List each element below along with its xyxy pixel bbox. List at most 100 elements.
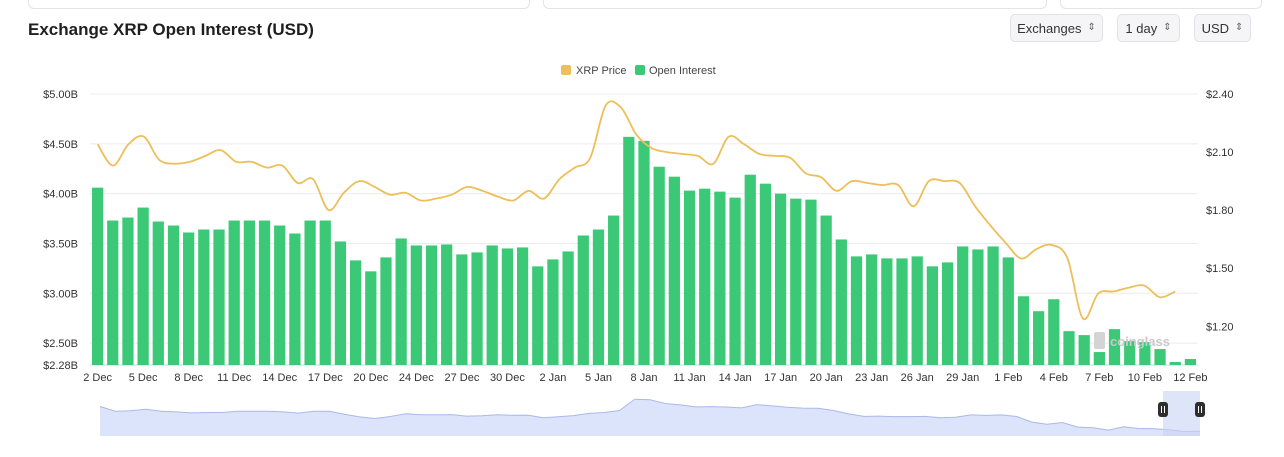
oi-bar[interactable] bbox=[850, 256, 863, 365]
oi-bar[interactable] bbox=[805, 199, 817, 365]
oi-bar[interactable] bbox=[820, 215, 832, 365]
legend-swatch-price bbox=[561, 65, 571, 75]
oi-bar[interactable] bbox=[456, 254, 468, 365]
oi-bar[interactable] bbox=[866, 254, 878, 365]
oi-bar[interactable] bbox=[562, 251, 574, 365]
oi-bar[interactable] bbox=[516, 247, 529, 365]
oi-bar[interactable] bbox=[274, 225, 286, 365]
oi-bar[interactable] bbox=[957, 246, 969, 365]
y-left-tick-label: $2.28B bbox=[43, 360, 78, 372]
oi-bar[interactable] bbox=[1017, 296, 1030, 365]
oi-bar[interactable] bbox=[1048, 299, 1060, 365]
oi-bar[interactable] bbox=[699, 188, 711, 365]
oi-bar[interactable] bbox=[774, 193, 787, 365]
x-tick-label: 11 Jan bbox=[673, 372, 705, 384]
oi-bar[interactable] bbox=[319, 220, 331, 365]
oi-bar[interactable] bbox=[107, 220, 119, 365]
oi-bar[interactable] bbox=[380, 257, 392, 365]
x-tick-label: 14 Dec bbox=[262, 372, 297, 384]
x-tick-label: 1 Feb bbox=[994, 372, 1022, 384]
oi-bar[interactable] bbox=[926, 266, 938, 365]
oi-bar[interactable] bbox=[623, 136, 635, 365]
oi-bar[interactable] bbox=[744, 174, 756, 365]
x-tick-label: 8 Jan bbox=[631, 372, 658, 384]
oi-bar[interactable] bbox=[835, 239, 847, 365]
y-right-tick-label: $1.20 bbox=[1206, 321, 1234, 333]
x-tick-label: 17 Jan bbox=[764, 372, 797, 384]
oi-bar[interactable] bbox=[334, 241, 347, 365]
oi-bar[interactable] bbox=[350, 260, 362, 365]
oi-bar[interactable] bbox=[183, 232, 195, 365]
oi-bar[interactable] bbox=[486, 245, 498, 365]
navigator-area bbox=[100, 399, 1200, 436]
x-tick-label: 7 Feb bbox=[1085, 372, 1113, 384]
oi-bar[interactable] bbox=[1033, 311, 1045, 365]
oi-bar[interactable] bbox=[790, 198, 802, 365]
oi-bar[interactable] bbox=[213, 229, 225, 366]
drag-handle-icon[interactable] bbox=[1158, 402, 1168, 417]
oi-bar[interactable] bbox=[425, 245, 438, 365]
oi-bar[interactable] bbox=[1139, 342, 1151, 365]
oi-bar[interactable] bbox=[1002, 257, 1014, 365]
xrp-price-line[interactable] bbox=[96, 100, 1176, 321]
oi-bar[interactable] bbox=[501, 248, 514, 365]
oi-bar[interactable] bbox=[137, 207, 149, 365]
exchanges-select[interactable]: Exchanges ⇕ bbox=[1010, 14, 1103, 42]
legend-label-price[interactable]: XRP Price bbox=[576, 65, 627, 77]
oi-bar[interactable] bbox=[395, 238, 407, 365]
y-left-tick-label: $2.50B bbox=[43, 338, 78, 350]
oi-bar[interactable] bbox=[1093, 352, 1105, 365]
oi-bar[interactable] bbox=[714, 191, 726, 365]
oi-bar[interactable] bbox=[608, 215, 620, 365]
legend-label-oi[interactable]: Open Interest bbox=[649, 65, 716, 77]
oi-bar[interactable] bbox=[577, 235, 589, 365]
oi-bar[interactable] bbox=[896, 258, 908, 365]
oi-bar[interactable] bbox=[304, 220, 316, 365]
oi-bar[interactable] bbox=[471, 252, 483, 365]
x-tick-label: 23 Jan bbox=[855, 372, 888, 384]
oi-bar[interactable] bbox=[653, 166, 665, 365]
legend-swatch-oi bbox=[635, 65, 645, 75]
oi-bar[interactable] bbox=[243, 220, 255, 365]
oi-bar[interactable] bbox=[1184, 359, 1197, 365]
oi-bar[interactable] bbox=[668, 176, 680, 365]
oi-bar[interactable] bbox=[729, 197, 741, 365]
oi-bar[interactable] bbox=[410, 245, 422, 365]
currency-select[interactable]: USD ⇕ bbox=[1194, 14, 1251, 42]
oi-bar[interactable] bbox=[759, 183, 772, 365]
oi-bar[interactable] bbox=[1154, 349, 1166, 365]
oi-bar[interactable] bbox=[167, 225, 180, 365]
oi-bar[interactable] bbox=[441, 244, 453, 365]
drag-handle-icon[interactable] bbox=[1195, 402, 1205, 417]
oi-bar[interactable] bbox=[91, 187, 104, 365]
oi-bar[interactable] bbox=[911, 256, 923, 365]
y-left-tick-label: $4.00B bbox=[43, 189, 78, 201]
range-navigator[interactable] bbox=[99, 391, 1205, 436]
oi-bar[interactable] bbox=[638, 140, 650, 365]
oi-bar[interactable] bbox=[1078, 335, 1090, 365]
oi-bar[interactable] bbox=[532, 266, 544, 365]
oi-bar[interactable] bbox=[1063, 331, 1075, 366]
oi-bar[interactable] bbox=[198, 229, 210, 366]
navigator-selected-range[interactable] bbox=[1163, 391, 1200, 436]
oi-bar[interactable] bbox=[365, 271, 377, 365]
oi-bar[interactable] bbox=[987, 246, 999, 365]
oi-bar[interactable] bbox=[228, 220, 240, 365]
oi-bar[interactable] bbox=[1169, 362, 1181, 365]
oi-bar[interactable] bbox=[941, 262, 954, 365]
oi-bar[interactable] bbox=[1108, 329, 1121, 365]
oi-bar[interactable] bbox=[881, 258, 893, 365]
oi-bar[interactable] bbox=[972, 249, 984, 365]
oi-bar[interactable] bbox=[289, 233, 301, 365]
oi-bar[interactable] bbox=[547, 259, 559, 365]
oi-bar[interactable] bbox=[592, 229, 605, 366]
oi-bar[interactable] bbox=[1124, 341, 1136, 365]
x-tick-label: 2 Dec bbox=[83, 372, 112, 384]
y-left-tick-label: $4.50B bbox=[43, 139, 78, 151]
x-tick-label: 20 Dec bbox=[353, 372, 388, 384]
oi-bar[interactable] bbox=[683, 190, 696, 365]
interval-select[interactable]: 1 day ⇕ bbox=[1117, 14, 1180, 42]
oi-bar[interactable] bbox=[122, 217, 134, 365]
oi-bar[interactable] bbox=[152, 221, 164, 365]
oi-bar[interactable] bbox=[258, 220, 271, 365]
